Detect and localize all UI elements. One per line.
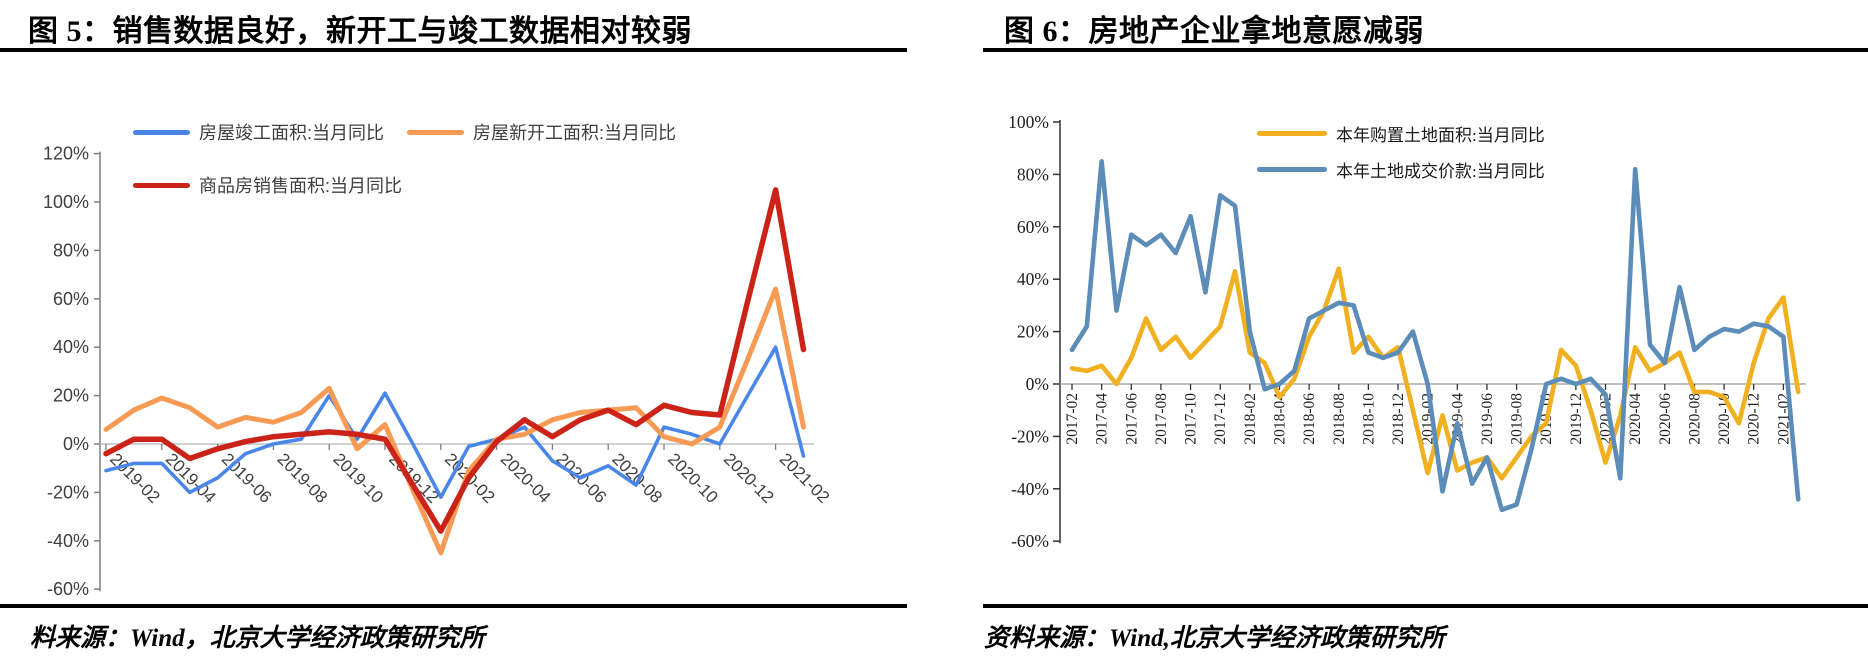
figure5-top-divider	[0, 48, 907, 52]
svg-text:2019-08: 2019-08	[274, 449, 332, 507]
figure5-line-chart: 120% 100% 80% 60% 40% 20% 0% -20% -40% -60% 2019-0…	[43, 144, 834, 600]
figure6-bottom-divider	[983, 604, 1868, 608]
svg-text:40%: 40%	[53, 337, 89, 357]
figure6-source-note: 资料来源：Wind,北京大学经济政策研究所	[984, 625, 1445, 652]
svg-text:60%: 60%	[53, 289, 89, 309]
legend-label: 房屋新开工面积:当月同比	[473, 123, 676, 143]
legend-label: 本年购置土地面积:当月同比	[1336, 126, 1545, 145]
svg-text:80%: 80%	[1017, 164, 1049, 184]
svg-text:2020-04: 2020-04	[497, 449, 555, 507]
figure6-top-divider	[983, 48, 1868, 52]
svg-text:2017-02: 2017-02	[1064, 393, 1081, 445]
legend-item-land-transaction-value: 本年土地成交价款:当月同比	[1257, 157, 1545, 182]
figure6-panel: 图 6：房地产企业拿地意愿减弱 100% 80% 60% 40% 20% 0% -20% -4…	[980, 0, 1868, 666]
svg-text:-40%: -40%	[47, 531, 89, 551]
svg-text:2019-10: 2019-10	[329, 449, 387, 507]
figure5-panel: 图 5：销售数据良好，新开工与竣工数据相对较弱 120% 100% 80% 60% 40…	[0, 15, 907, 652]
land-area-line-swatch	[1257, 131, 1327, 136]
svg-text:2019-02: 2019-02	[106, 449, 164, 507]
figure6-title: 图 6：房地产企业拿地意愿减弱	[1004, 15, 1424, 48]
svg-text:2019-08: 2019-08	[1509, 393, 1526, 445]
svg-text:2018-06: 2018-06	[1301, 393, 1318, 445]
svg-text:-60%: -60%	[1011, 531, 1049, 551]
svg-text:2018-10: 2018-10	[1360, 393, 1377, 445]
legend-label: 房屋竣工面积:当月同比	[199, 123, 384, 143]
land-value-line-swatch	[1257, 167, 1327, 172]
svg-text:2019-12: 2019-12	[1568, 393, 1585, 445]
legend-item-sales-area: 商品房销售面积:当月同比	[133, 172, 402, 198]
svg-text:2020-12: 2020-12	[720, 449, 778, 507]
svg-text:80%: 80%	[53, 240, 89, 260]
figure6-line-chart: 100% 80% 60% 40% 20% 0% -20% -40% -60% 2017-02 201…	[1008, 112, 1806, 551]
svg-text:2018-02: 2018-02	[1242, 393, 1259, 445]
svg-text:2020-10: 2020-10	[664, 449, 722, 507]
sales-line-swatch	[133, 182, 190, 188]
svg-text:20%: 20%	[1017, 322, 1049, 342]
svg-text:2018-08: 2018-08	[1331, 393, 1348, 445]
svg-text:-20%: -20%	[1011, 426, 1049, 446]
svg-text:0%: 0%	[1026, 374, 1049, 394]
figure5-bottom-divider	[0, 604, 907, 608]
legend-label: 商品房销售面积:当月同比	[199, 176, 402, 196]
svg-text:100%: 100%	[1008, 112, 1049, 132]
svg-text:2020-08: 2020-08	[608, 449, 666, 507]
svg-text:2020-06: 2020-06	[1657, 393, 1674, 445]
svg-text:100%: 100%	[43, 192, 89, 212]
svg-text:-40%: -40%	[1011, 479, 1049, 499]
svg-text:2017-10: 2017-10	[1183, 393, 1200, 445]
svg-text:2020-08: 2020-08	[1686, 393, 1703, 445]
svg-text:-20%: -20%	[47, 482, 89, 502]
svg-text:2020-04: 2020-04	[1627, 393, 1644, 445]
svg-text:2018-12: 2018-12	[1390, 393, 1407, 445]
svg-text:2017-08: 2017-08	[1153, 393, 1170, 445]
svg-text:2017-12: 2017-12	[1212, 393, 1229, 445]
legend-label: 本年土地成交价款:当月同比	[1336, 162, 1545, 181]
svg-text:60%: 60%	[1017, 217, 1049, 237]
svg-text:-60%: -60%	[47, 579, 89, 599]
svg-text:2017-04: 2017-04	[1094, 393, 1111, 445]
svg-text:2021-02: 2021-02	[776, 449, 834, 507]
figure5-title: 图 5：销售数据良好，新开工与竣工数据相对较弱	[28, 15, 692, 48]
svg-text:2017-06: 2017-06	[1123, 393, 1140, 445]
new-starts-line-swatch	[407, 129, 464, 135]
figure5-source-note: 料来源：Wind，北京大学经济政策研究所	[30, 625, 485, 652]
svg-text:120%: 120%	[43, 144, 89, 164]
svg-text:2019-06: 2019-06	[218, 449, 276, 507]
svg-text:40%: 40%	[1017, 269, 1049, 289]
svg-text:2018-04: 2018-04	[1271, 393, 1288, 445]
legend-item-land-area-purchased: 本年购置土地面积:当月同比	[1257, 121, 1545, 146]
svg-text:2019-06: 2019-06	[1479, 393, 1496, 445]
legend-item-completed-area: 房屋竣工面积:当月同比	[133, 119, 384, 145]
svg-text:2019-04: 2019-04	[1449, 393, 1466, 445]
svg-text:20%: 20%	[53, 386, 89, 406]
completed-area-line-swatch	[133, 129, 190, 135]
legend-item-new-starts-area: 房屋新开工面积:当月同比	[407, 119, 676, 145]
svg-text:2020-12: 2020-12	[1746, 393, 1763, 445]
svg-text:0%: 0%	[63, 434, 89, 454]
